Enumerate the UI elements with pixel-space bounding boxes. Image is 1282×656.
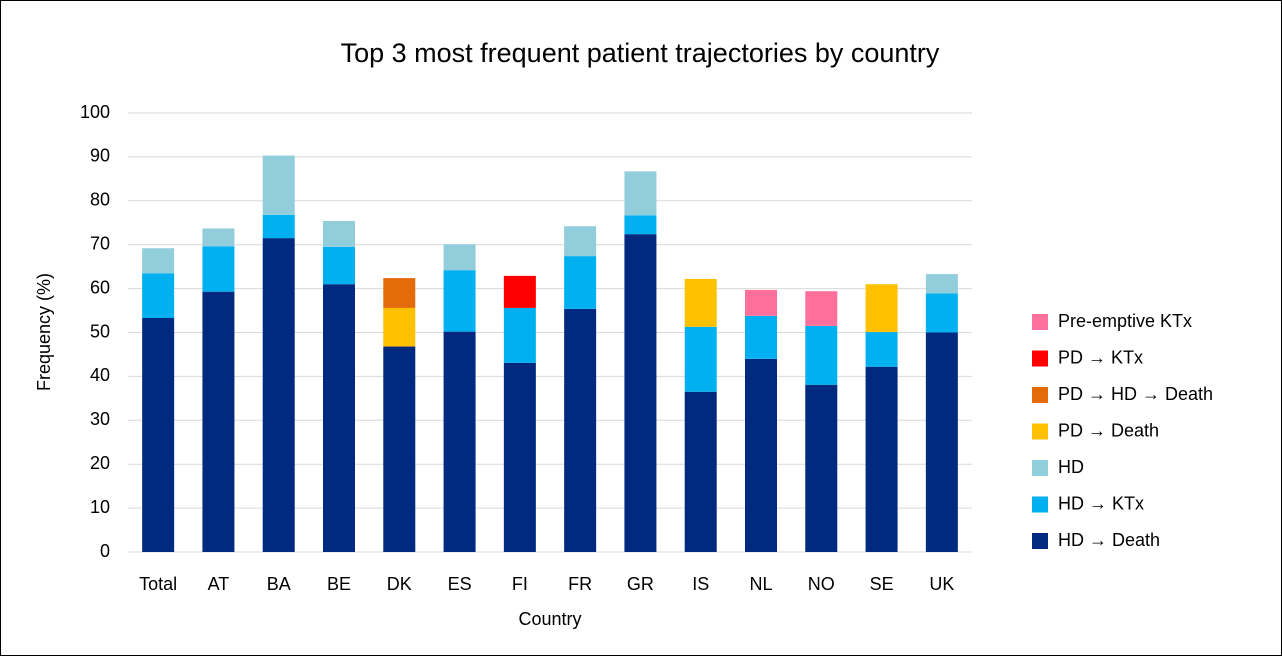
bar-segment <box>684 326 717 392</box>
bar-segment <box>503 307 536 363</box>
bar-segment <box>925 293 958 333</box>
bar-segment <box>624 215 657 235</box>
bar-segment <box>745 315 777 359</box>
bar-segment <box>805 325 838 385</box>
chart-title: Top 3 most frequent patient trajectories… <box>341 38 940 68</box>
bar-segment <box>202 246 235 292</box>
bar-segment <box>383 346 416 552</box>
bar-segment <box>262 238 295 553</box>
bar-segment <box>443 244 476 271</box>
bar-segment <box>624 171 657 216</box>
bar-segment <box>142 248 175 274</box>
x-tick-label: IS <box>692 574 709 594</box>
x-tick-label: FI <box>512 574 528 594</box>
legend-label: Pre-emptive KTx <box>1058 311 1192 331</box>
bar-segment <box>564 256 597 309</box>
x-axis-title: Country <box>518 609 581 629</box>
x-tick-label: Total <box>139 574 177 594</box>
legend-label: HD → Death <box>1058 530 1160 550</box>
x-tick-label: DK <box>387 574 412 594</box>
legend-label: HD <box>1058 457 1084 477</box>
bar-segment <box>805 384 838 552</box>
bar-segment <box>262 214 295 239</box>
legend-label: PD → Death <box>1058 420 1159 440</box>
bar-segment <box>925 332 958 552</box>
bar-segment <box>745 289 777 316</box>
y-tick-label: 60 <box>90 277 110 297</box>
bar-segment <box>383 307 416 347</box>
bar-segment <box>925 274 958 294</box>
bar-segment <box>503 362 536 552</box>
bar-segment <box>805 291 838 326</box>
bar-segment <box>443 331 476 552</box>
x-tick-label: BE <box>327 574 351 594</box>
bar-segment <box>202 228 235 247</box>
legend-swatch <box>1032 387 1048 403</box>
x-tick-label: SE <box>870 574 894 594</box>
y-tick-label: 20 <box>90 453 110 473</box>
y-tick-label: 0 <box>100 541 110 561</box>
bar-segment <box>865 284 898 333</box>
legend-label: PD → HD → Death <box>1058 384 1213 404</box>
x-tick-label: UK <box>929 574 954 594</box>
bar-segment <box>323 284 355 552</box>
legend-swatch <box>1032 460 1048 476</box>
bar-segment <box>865 366 898 552</box>
legend-swatch <box>1032 533 1048 549</box>
x-tick-label: GR <box>627 574 654 594</box>
y-tick-label: 80 <box>90 190 110 210</box>
legend-swatch <box>1032 496 1048 513</box>
bar-segment <box>443 270 476 332</box>
y-tick-label: 10 <box>90 497 110 517</box>
bar-segment <box>564 226 597 257</box>
bar-segment <box>142 318 175 552</box>
bar-segment <box>624 234 657 552</box>
x-tick-label: ES <box>448 574 472 594</box>
bar-segment <box>684 391 717 552</box>
legend-swatch <box>1032 350 1048 367</box>
bar-segment <box>684 278 717 327</box>
legend-label: PD → KTx <box>1058 347 1143 367</box>
bar-segment <box>564 308 597 552</box>
y-tick-label: 40 <box>90 365 110 385</box>
y-axis-title: Frequency (%) <box>34 273 54 391</box>
legend-swatch <box>1032 314 1048 330</box>
y-tick-label: 100 <box>80 102 110 122</box>
x-tick-label: NO <box>808 574 835 594</box>
bar-segment <box>323 246 355 285</box>
x-tick-label: BA <box>267 574 291 594</box>
bar-segment <box>202 291 235 552</box>
bar-segment <box>745 358 777 552</box>
legend-swatch <box>1032 423 1048 440</box>
x-tick-label: FR <box>568 574 592 594</box>
y-tick-label: 70 <box>90 233 110 253</box>
bar-segment <box>262 155 295 215</box>
x-tick-label: AT <box>208 574 230 594</box>
bar-segment <box>142 273 175 319</box>
y-tick-label: 50 <box>90 321 110 341</box>
legend-label: HD → KTx <box>1058 493 1144 513</box>
x-tick-label: NL <box>749 574 772 594</box>
y-tick-label: 90 <box>90 146 110 166</box>
bar-segment <box>323 220 355 247</box>
bar-segment <box>865 332 898 367</box>
bar-segment <box>503 275 536 308</box>
bar-segment <box>383 278 416 308</box>
y-tick-label: 30 <box>90 409 110 429</box>
